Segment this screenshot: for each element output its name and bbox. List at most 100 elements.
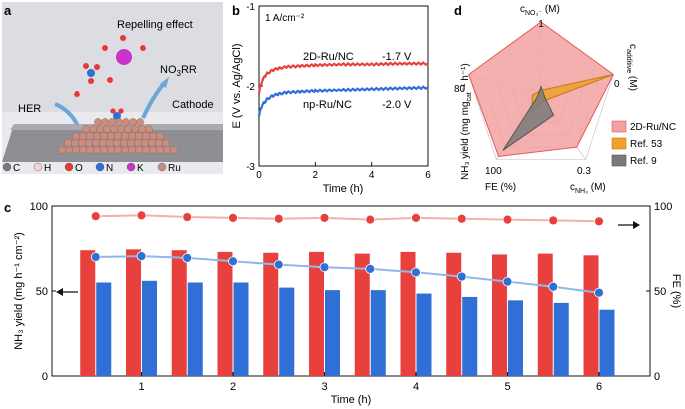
bar-2d-ru-nc-yield: [80, 250, 96, 376]
panel-b-series: [257, 61, 429, 117]
ru-atom: [92, 139, 100, 147]
ru-atom: [86, 132, 94, 140]
her-label: HER: [18, 103, 41, 115]
legend-atom-k: [126, 162, 136, 172]
series-label-np-ru-nc: np-Ru/NC: [303, 99, 352, 111]
b-series-2d-ru-nc: [257, 61, 429, 95]
ru-atom: [131, 125, 139, 133]
b-xtick-label: 6: [425, 170, 431, 181]
fe-point-np-ru-nc: [365, 263, 376, 274]
ru-atom: [94, 118, 102, 126]
fe-point-2d-ru-nc: [548, 215, 559, 226]
radar-axis-label-yield: NH₃ yield (mg mgcat⁻¹ h⁻¹): [460, 63, 473, 180]
legend-atom-label-k: K: [137, 163, 144, 174]
radar-axis-tick-yield: 80: [454, 84, 466, 95]
bar-2d-ru-nc-yield: [400, 251, 416, 376]
c-ytick-left-label: 100: [30, 201, 48, 213]
legend-atom-o: [64, 162, 74, 172]
legend-atom-n: [95, 162, 105, 172]
legend-atom-label-n: N: [106, 163, 113, 174]
b-series-np-ru-nc: [257, 85, 429, 117]
ru-atom: [96, 125, 104, 133]
fe-point-np-ru-nc: [594, 287, 604, 298]
ru-atom: [121, 146, 129, 154]
fe-point-2d-ru-nc: [502, 214, 513, 225]
fe-point-2d-ru-nc: [456, 213, 467, 224]
ru-atom: [71, 139, 79, 147]
no3rr-label: NO3RR: [160, 64, 197, 78]
ru-atom: [141, 139, 149, 147]
ru-atom: [79, 132, 87, 140]
fe-point-np-ru-nc: [319, 262, 330, 273]
ru-atom: [117, 125, 125, 133]
panel-d: d cNO₃⁻ (M) 1 cadditive (M) 0 0.3 cNH₃ (…: [454, 3, 676, 195]
legend-atom-label-o: O: [75, 163, 83, 174]
ru-atom: [108, 118, 116, 126]
ru-atom: [72, 132, 80, 140]
ru-atom: [58, 146, 66, 154]
ru-atom: [106, 139, 114, 147]
panel-a-sky: [2, 2, 223, 112]
panel-d-letter: d: [454, 3, 462, 18]
c-xtick-label: 4: [413, 381, 419, 393]
panel-b-letter: b: [232, 3, 240, 18]
c-xtick-label: 3: [321, 381, 327, 393]
bar-np-ru-nc-yield: [553, 302, 569, 376]
radar-legend: 2D-Ru/NC Ref. 53 Ref. 9: [611, 120, 676, 167]
series-value-np-ru-nc: -2.0 V: [382, 99, 412, 111]
fe-point-2d-ru-nc: [182, 212, 193, 222]
ru-atom: [163, 146, 171, 154]
bar-np-ru-nc-yield: [370, 290, 386, 376]
fe-point-2d-ru-nc: [319, 212, 330, 223]
panel-a: a Repelling effect NO3RR HER Cathode: [2, 2, 223, 174]
b-xtick-label: 2: [313, 170, 319, 181]
ru-atom: [121, 132, 129, 140]
legend-label-ref53: Ref. 53: [630, 139, 663, 150]
panel-c-fe-lines: [90, 210, 604, 298]
radar-axis-tick-no3: 1: [538, 19, 544, 30]
bar-np-ru-nc-yield: [96, 282, 112, 376]
bar-np-ru-nc-yield: [462, 296, 478, 376]
ru-atom: [134, 139, 142, 147]
panel-c-ylabel-left: NH₃ yield (mg h⁻¹ cm⁻²): [13, 232, 25, 350]
ru-atom: [86, 146, 94, 154]
panel-b-xlabel: Time (h): [323, 183, 364, 195]
fe-point-np-ru-nc: [502, 276, 513, 287]
fe-point-2d-ru-nc: [273, 213, 284, 224]
her-arrow: [54, 102, 80, 127]
potassium-ion: [116, 49, 132, 65]
bar-2d-ru-nc-yield: [537, 253, 553, 376]
radar-axis-label-additive: cadditive (M): [625, 44, 638, 91]
ru-atom: [100, 146, 108, 154]
bar-np-ru-nc-yield: [279, 287, 295, 376]
fe-point-np-ru-nc: [548, 281, 559, 292]
ru-atom: [136, 118, 144, 126]
ru-atom: [120, 139, 128, 147]
c-ytick-left-label: 0: [42, 371, 48, 383]
c-xtick-label: 6: [596, 381, 602, 393]
ru-atom: [72, 146, 80, 154]
legend-label-ref9: Ref. 9: [630, 156, 657, 167]
ru-atom: [107, 132, 115, 140]
ru-atom: [114, 132, 122, 140]
ru-atom: [122, 118, 130, 126]
b-ytick-label: -1: [246, 2, 255, 13]
ru-atom: [149, 146, 157, 154]
panel-c-letter: c: [4, 200, 11, 215]
ru-atom: [127, 139, 135, 147]
ru-atom: [128, 132, 136, 140]
ru-atom: [149, 132, 157, 140]
ru-atom: [64, 139, 72, 147]
ru-atom: [89, 125, 97, 133]
ru-atom: [135, 146, 143, 154]
panel-c-bars: [80, 249, 615, 376]
right-axis-arrowhead: [633, 221, 640, 229]
ru-atom: [128, 146, 136, 154]
ru-atom: [145, 125, 153, 133]
bar-np-ru-nc-yield: [142, 280, 157, 376]
ru-atom: [162, 139, 170, 147]
panel-b-axes: 0 2 4 6 -3 -2 -1: [246, 2, 431, 181]
fe-point-2d-ru-nc: [411, 212, 421, 223]
fe-point-2d-ru-nc: [228, 212, 238, 223]
ru-atom: [155, 139, 163, 147]
